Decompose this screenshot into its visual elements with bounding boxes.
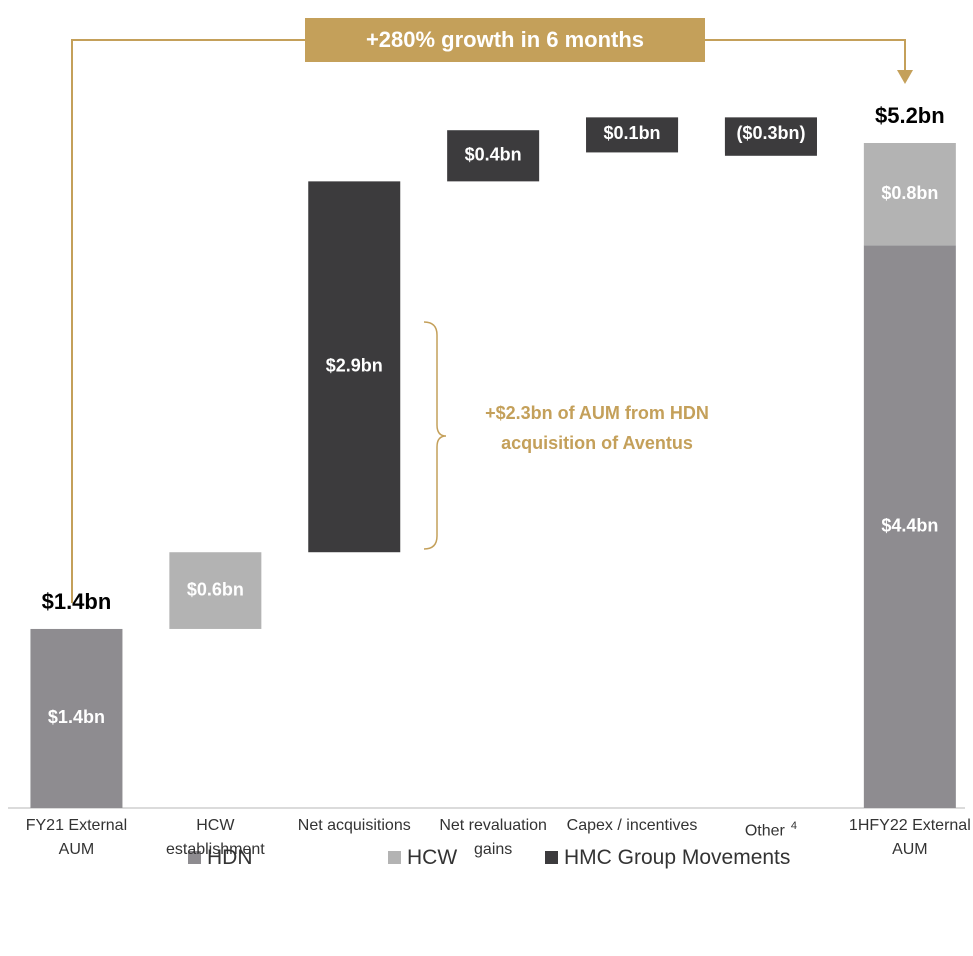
x-tick-label: Capex / incentives	[564, 814, 700, 838]
x-tick-label: 1HFY22 External AUM	[842, 814, 973, 862]
category: HCW establishment	[165, 817, 265, 858]
legend: HDN HCW HMC Group Movements	[0, 842, 973, 874]
annotation: +$2.3bn of AUM from HDN acquisition of A…	[485, 403, 709, 453]
category: Net revaluation gains	[439, 817, 547, 858]
growth-connector	[71, 39, 906, 603]
value-label: $1.4bn	[48, 707, 105, 727]
bar	[447, 130, 540, 182]
footnote: 4	[790, 820, 797, 832]
value-label: ($0.3bn)	[736, 123, 805, 143]
legend-swatch	[388, 851, 401, 864]
label-box	[586, 117, 679, 153]
value-label: $4.4bn	[881, 515, 938, 535]
category: Capex / incentives	[566, 817, 698, 834]
bar	[863, 143, 956, 246]
value-label: $0.6bn	[187, 579, 244, 599]
bar	[169, 552, 262, 629]
bar	[308, 181, 401, 553]
legend-label: HCW	[407, 846, 458, 869]
label-box	[724, 117, 817, 153]
total-label: $1.4bn	[42, 589, 112, 614]
legend-item: HCW	[388, 842, 457, 874]
x-tick-label: Net acquisitions	[286, 814, 422, 838]
category: Other	[744, 822, 785, 840]
value-label: $0.8bn	[881, 183, 938, 203]
legend-swatch	[545, 851, 558, 864]
bar	[30, 628, 123, 808]
category: 1HFY22 External AUM	[848, 817, 971, 858]
category: Net acquisitions	[297, 817, 411, 834]
value-label: $0.4bn	[465, 145, 522, 165]
x-tick-label: FY21 External AUM	[8, 814, 144, 862]
value-label: $2.9bn	[326, 356, 383, 376]
bar	[863, 245, 956, 809]
legend-item: HDN	[188, 842, 253, 874]
total-label: $5.2bn	[875, 103, 945, 128]
x-tick-label: HCW establishment	[147, 814, 283, 862]
category: FY21 External AUM	[25, 817, 128, 858]
growth-banner: +280% growth in 6 months	[305, 18, 705, 62]
x-tick-label: Net revaluation gains	[425, 814, 561, 862]
brace	[423, 321, 447, 550]
value-label: $0.1bn	[604, 123, 661, 143]
x-tick-label: Other 4	[703, 814, 839, 843]
arrow-head	[897, 70, 913, 84]
legend-swatch	[188, 851, 201, 864]
legend-label: HDN	[207, 846, 253, 869]
legend-item: HMC Group Movements	[545, 842, 790, 874]
legend-label: HMC Group Movements	[564, 846, 791, 869]
